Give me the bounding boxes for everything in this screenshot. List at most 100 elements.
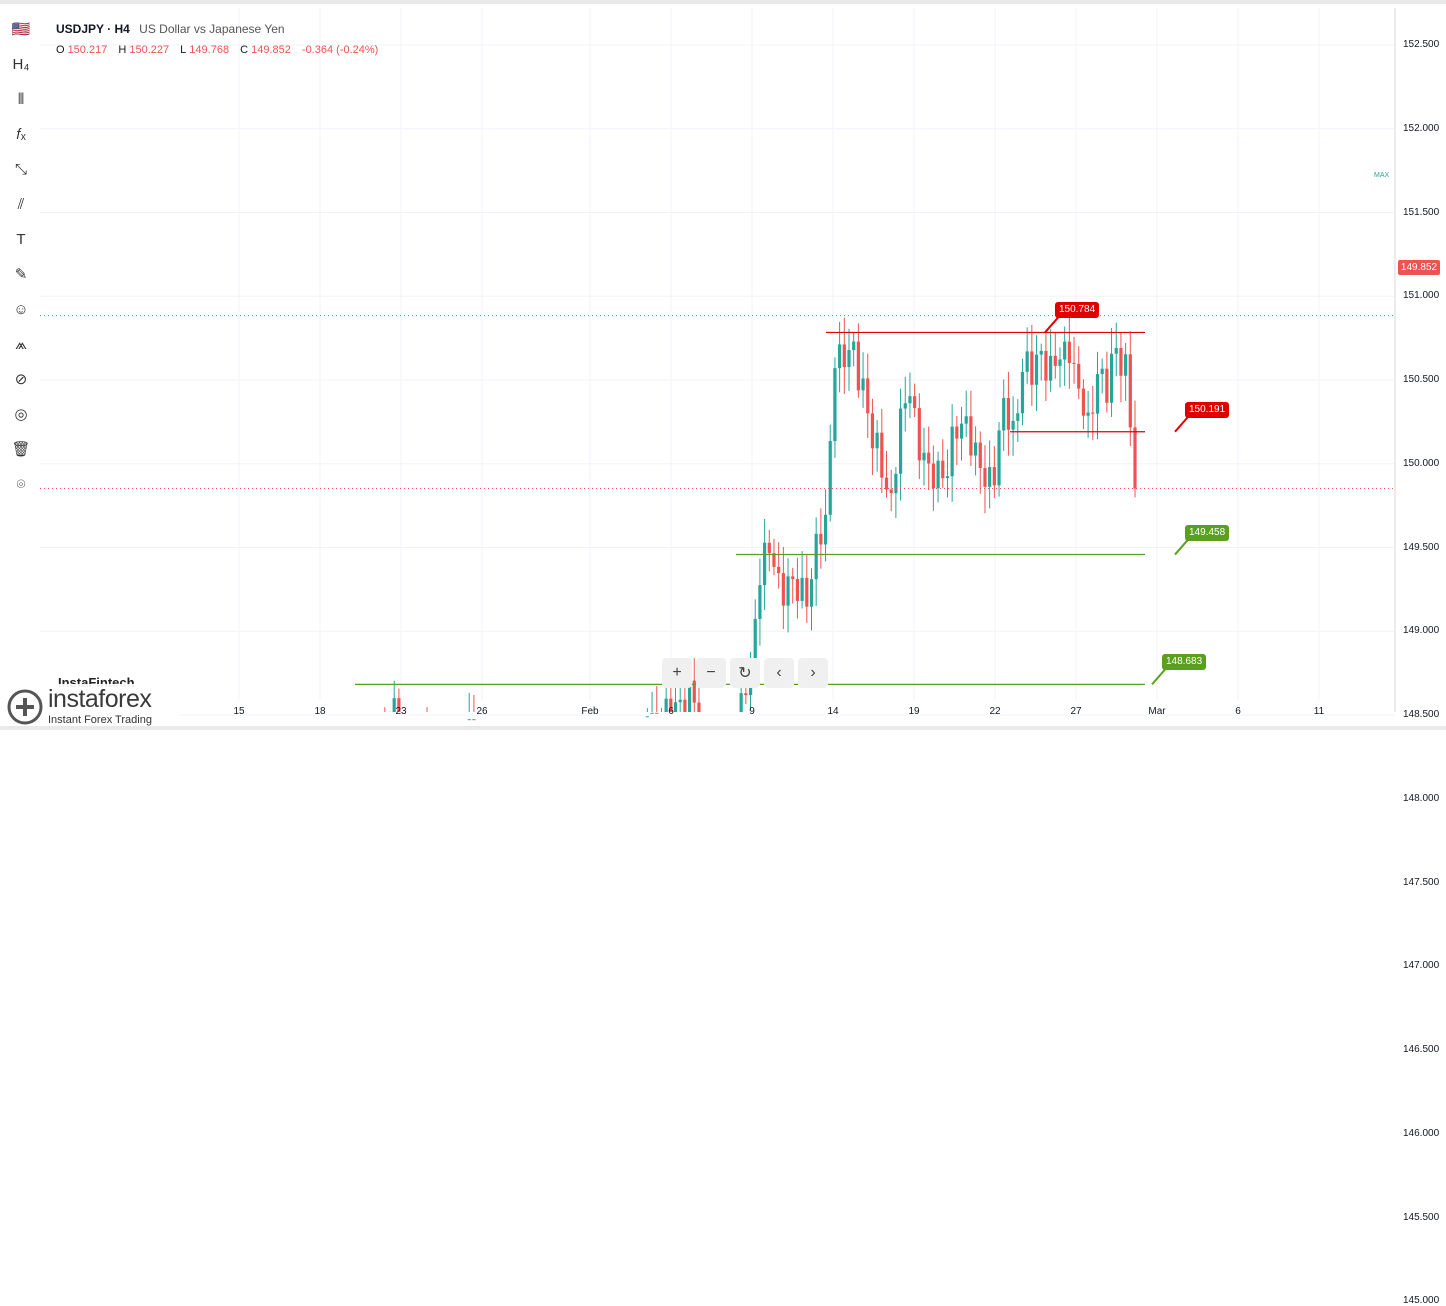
hide-icon[interactable]: ◎ xyxy=(14,406,28,423)
candle-body xyxy=(1081,388,1086,416)
candle-body xyxy=(791,576,795,579)
candle-body xyxy=(1119,347,1123,376)
candle-body xyxy=(898,408,903,474)
level-callout[interactable]: 150.784 xyxy=(1055,302,1100,319)
candle-body xyxy=(678,699,682,703)
candle-body xyxy=(687,680,692,712)
level-callout[interactable]: 149.458 xyxy=(1185,524,1230,541)
candle-body xyxy=(795,578,800,601)
candle-body xyxy=(866,378,870,414)
zoom-in-button[interactable]: + xyxy=(662,658,692,688)
camera-icon[interactable]: ⌾ xyxy=(16,475,26,493)
zoom-out-button[interactable]: − xyxy=(696,658,726,688)
trendline-icon[interactable]: ⤡ xyxy=(14,160,27,178)
brush-icon[interactable]: ✎ xyxy=(14,266,28,283)
candle-body xyxy=(467,719,471,721)
candle-body xyxy=(763,542,767,586)
y-tick-label: 148.000 xyxy=(1403,792,1440,804)
price-chart[interactable] xyxy=(0,0,1446,730)
candle-body xyxy=(758,585,762,619)
close-value: 149.852 xyxy=(251,44,291,56)
y-tick-label: 147.000 xyxy=(1403,960,1440,972)
candle-body xyxy=(692,680,696,703)
candle-body xyxy=(1100,368,1104,375)
symbol-name[interactable]: USDJPY · H4 xyxy=(56,22,130,36)
x-tick-label: 26 xyxy=(476,706,488,717)
level-callout[interactable]: 148.683 xyxy=(1162,654,1207,671)
close-key: C xyxy=(240,44,249,56)
candle-body xyxy=(805,577,809,607)
candle-body xyxy=(655,712,659,714)
flag-icon[interactable]: 🇺🇸 xyxy=(11,21,31,38)
candle-body xyxy=(983,467,987,487)
candle-body xyxy=(1095,374,1100,414)
x-tick-label: 23 xyxy=(395,706,407,717)
candle-body xyxy=(1105,368,1109,403)
reset-button[interactable]: ↻ xyxy=(730,658,760,688)
callout-pointer xyxy=(1044,315,1060,334)
pattern-icon[interactable]: ⩕ xyxy=(15,335,27,353)
timeframe-icon[interactable]: H₄ xyxy=(12,55,30,73)
candle-body xyxy=(884,477,889,490)
y-tick-label: 145.500 xyxy=(1403,1211,1440,1223)
candle-body xyxy=(978,442,982,468)
candle-body xyxy=(1128,354,1132,428)
y-tick-label: 150.500 xyxy=(1403,374,1440,385)
candle-body xyxy=(1034,354,1039,385)
candle-body xyxy=(673,702,678,712)
candle-body xyxy=(828,441,832,515)
trash-icon[interactable]: 🗑 xyxy=(11,441,31,458)
candle-body xyxy=(650,712,654,714)
candle-body xyxy=(397,698,401,712)
candle-body xyxy=(908,396,912,404)
candle-body xyxy=(777,566,781,574)
low-key: L xyxy=(180,44,187,56)
logo-mark-icon xyxy=(7,689,43,725)
y-tick-label: 149.000 xyxy=(1403,625,1440,637)
candle-body xyxy=(1086,412,1090,416)
scroll-forward-button[interactable]: › xyxy=(798,658,828,688)
y-tick-label: 150.000 xyxy=(1403,457,1440,469)
x-tick-label: 14 xyxy=(827,706,839,717)
chart-navigation: + − ↻ ‹ › xyxy=(662,658,828,690)
candle-body xyxy=(856,341,860,391)
y-tick-label: 147.500 xyxy=(1403,876,1440,888)
candles-icon[interactable]: ⫴ xyxy=(17,90,25,108)
candle-body xyxy=(931,463,935,489)
y-tick-label: 152.000 xyxy=(1403,122,1440,134)
emoji-icon[interactable]: ☺ xyxy=(13,300,29,318)
indicators-icon[interactable]: 𝑓ₓ xyxy=(16,125,26,143)
level-callout[interactable]: 150.191 xyxy=(1185,401,1230,418)
symbol-legend: USDJPY · H4 US Dollar vs Japanese Yen xyxy=(56,22,285,36)
candle-body xyxy=(903,403,907,409)
y-tick-label: 148.500 xyxy=(1403,709,1440,720)
candle-body xyxy=(1133,427,1137,489)
x-tick-label: 11 xyxy=(1313,706,1325,717)
y-tick-label: 152.500 xyxy=(1403,39,1440,50)
candle-body xyxy=(875,432,879,449)
candle-body xyxy=(992,467,996,486)
candle-body xyxy=(880,432,884,478)
logo-tagline: Instant Forex Trading xyxy=(48,714,152,726)
change-value: -0.364 (-0.24%) xyxy=(301,44,379,56)
candle-body xyxy=(1058,359,1062,366)
candle-body xyxy=(922,452,926,461)
magnet-icon[interactable]: ⊘ xyxy=(14,371,28,388)
candle-body xyxy=(800,577,804,601)
candle-body xyxy=(1011,420,1015,430)
fib-icon[interactable]: ⫽ xyxy=(17,195,25,213)
scroll-back-button[interactable]: ‹ xyxy=(764,658,794,688)
candle-body xyxy=(767,542,771,554)
candle-body xyxy=(772,553,776,567)
candle-body xyxy=(1072,362,1076,364)
candle-body xyxy=(392,698,396,712)
candle-body xyxy=(988,467,992,487)
logo-name: instaforex xyxy=(48,685,152,713)
candle-body xyxy=(814,533,818,580)
callout-pointer xyxy=(1174,415,1190,433)
candle-body xyxy=(739,693,743,712)
candle-body xyxy=(842,344,846,368)
y-tick-label: 145.000 xyxy=(1403,1295,1440,1306)
text-icon[interactable]: T xyxy=(16,230,26,248)
candle-body xyxy=(1025,351,1029,372)
